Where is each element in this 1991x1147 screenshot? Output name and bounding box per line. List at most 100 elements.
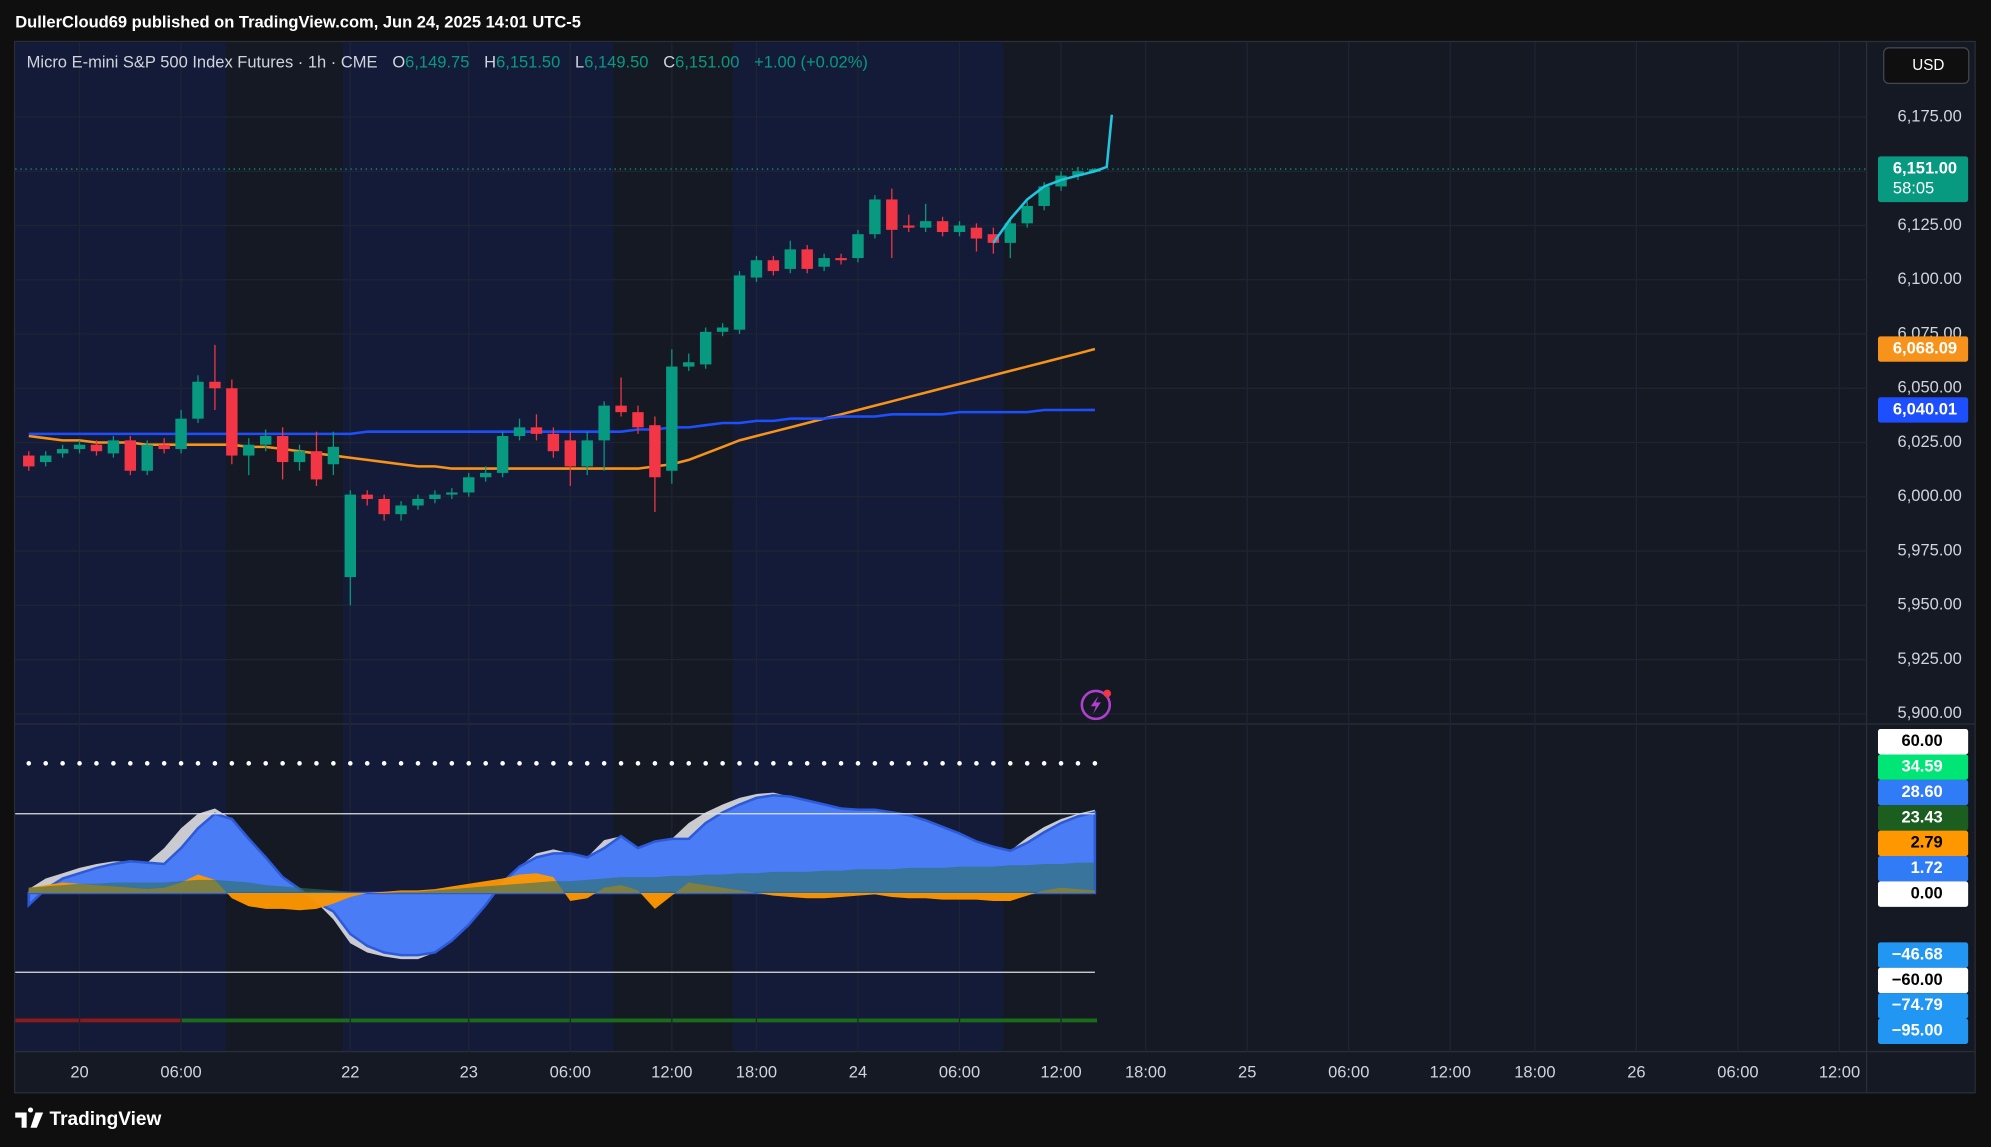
candle-body: [750, 260, 763, 278]
y-tick-label: 6,000.00: [1898, 487, 1962, 505]
scale-badge: 2.79: [1877, 830, 1969, 857]
publish-header: DullerCloud69 published on TradingView.c…: [15, 13, 581, 31]
x-tick-label: 24: [849, 1064, 867, 1082]
alert-icon[interactable]: [1080, 689, 1112, 721]
signal-dot: [906, 761, 912, 766]
candle-body: [209, 381, 221, 389]
signal-dot: [737, 761, 742, 766]
y-tick-label: 6,100.00: [1898, 270, 1962, 288]
signal-dot: [144, 761, 150, 766]
candle-body: [919, 221, 932, 228]
ohlc-value: 6,151.50: [496, 54, 560, 72]
candle-body: [716, 327, 729, 332]
scale-badge: 1.72: [1877, 856, 1969, 882]
signal-dot: [432, 761, 438, 766]
chart-layer: 5,900.00 5,925.00 5,950.00 5,975.00 6,000.00…: [15, 42, 1969, 1082]
x-tick-label: 06:00: [1717, 1064, 1758, 1082]
candle-body: [378, 498, 390, 515]
session-band: [732, 42, 1004, 1052]
signal-dot: [517, 761, 522, 766]
ohlc-value: 6,149.50: [584, 54, 648, 72]
scale-badge-label: 60.00: [1901, 732, 1942, 750]
signal-dot: [703, 761, 708, 766]
signal-dot: [246, 761, 252, 766]
candle-body: [666, 366, 678, 471]
signal-dot: [111, 761, 116, 766]
x-tick-label: 26: [1627, 1064, 1645, 1082]
y-tick-label: 5,950.00: [1898, 596, 1962, 614]
alert-dot[interactable]: [1103, 689, 1112, 698]
ohlc-value: 6,151.00: [675, 54, 739, 72]
currency-button[interactable]: [1883, 47, 1970, 85]
alert-ring[interactable]: [1080, 689, 1112, 721]
signal-dot: [855, 761, 861, 766]
candle-body: [158, 444, 170, 450]
signal-dot: [466, 761, 472, 766]
candle-body: [632, 412, 644, 428]
candle-body: [767, 260, 780, 272]
candle-body: [124, 440, 137, 471]
scale-badge-bg: [1877, 729, 1969, 755]
signal-dot: [77, 761, 82, 766]
scale-badge-label: 2.79: [1911, 834, 1943, 852]
signal-dot: [754, 761, 759, 766]
x-tick-label: 22: [341, 1064, 359, 1082]
candle-body: [361, 494, 373, 499]
moving-average: [28, 408, 1095, 436]
forecast-line: [992, 114, 1114, 244]
candle-body: [1004, 223, 1016, 243]
price-badge-bg: [1877, 336, 1969, 362]
candle-body: [90, 444, 103, 452]
candle-body: [953, 225, 966, 233]
x-tick-label: 23: [460, 1064, 478, 1082]
x-tick-label: 12:00: [1430, 1064, 1471, 1082]
signal-dot: [195, 761, 201, 766]
candle-body: [412, 498, 424, 506]
scale-badge-bg: [1877, 967, 1969, 994]
candle-body: [259, 436, 272, 445]
signal-dot: [838, 761, 844, 766]
scale-badge-label: 0.00: [1911, 884, 1943, 902]
candle-body: [598, 405, 610, 441]
candle-body: [649, 425, 661, 478]
candle-body: [479, 472, 492, 478]
signal-dot: [872, 761, 878, 766]
moving-average: [28, 347, 1096, 470]
scale-badge-bg: [1877, 779, 1969, 806]
x-tick-label: 20: [70, 1064, 88, 1082]
ohlc-key: H: [484, 54, 496, 72]
signal-dot: [1041, 761, 1047, 766]
candle-body: [73, 444, 86, 450]
candle-body: [429, 494, 441, 499]
signal-dot: [991, 761, 996, 766]
alert-bolt[interactable]: [1090, 696, 1101, 714]
signal-dot: [669, 761, 675, 766]
currency-label[interactable]: USD: [1912, 57, 1944, 74]
candle-body: [107, 440, 120, 454]
scale-badge-bg: [1877, 856, 1969, 882]
candle-body: [970, 227, 983, 239]
signal-dot: [331, 761, 336, 766]
candle-body: [852, 234, 864, 259]
y-tick-label: 6,025.00: [1898, 433, 1962, 451]
change: +1.00 (+0.02%): [754, 54, 868, 72]
x-tick-label: 25: [1238, 1064, 1256, 1082]
scale-badge-bg: [1877, 942, 1969, 968]
candle-body: [23, 455, 35, 467]
scale-badge-label: −95.00: [1892, 1022, 1943, 1040]
candle-body: [733, 275, 746, 330]
y-tick-label: 6,050.00: [1898, 379, 1962, 397]
price-badge: 6,068.09: [1877, 336, 1969, 362]
scale-badge-label: 28.60: [1901, 783, 1942, 801]
signal-dot: [1075, 761, 1081, 766]
scale-badge: −46.68: [1877, 942, 1969, 968]
candle-body: [192, 381, 204, 419]
candle-body: [513, 427, 526, 437]
candle-body: [446, 492, 458, 495]
y-tick-label: 6,175.00: [1898, 107, 1962, 125]
price-badge: 6,151.00 58:05: [1877, 156, 1969, 203]
y-tick-label: 6,125.00: [1898, 216, 1962, 234]
scale-badge-label: −46.68: [1892, 945, 1943, 963]
